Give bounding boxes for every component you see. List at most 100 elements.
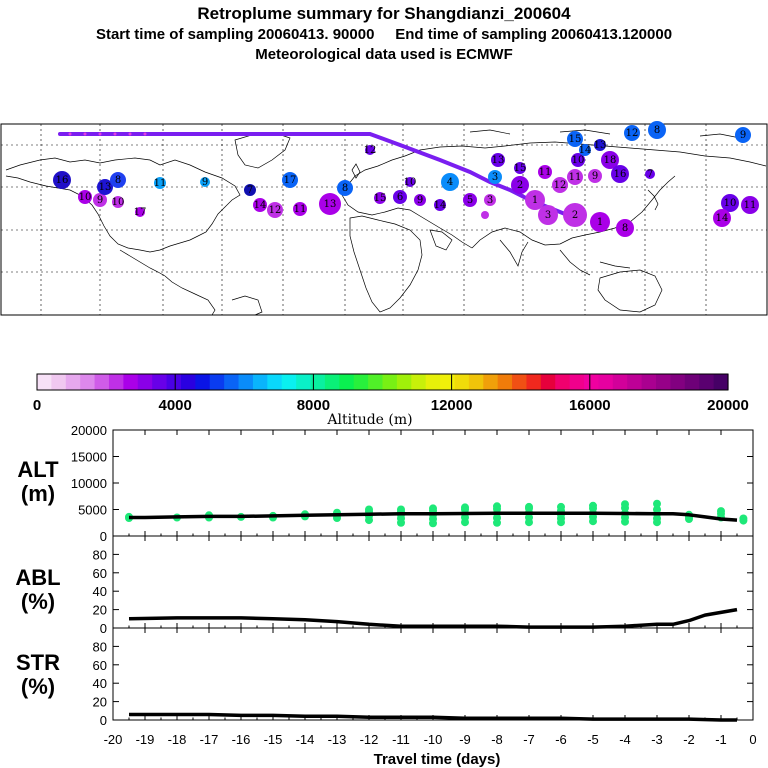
plume-cluster-marker xyxy=(319,193,341,215)
coastlines xyxy=(5,129,767,316)
plume-cluster-label: 11 xyxy=(294,204,307,215)
plume-cluster-label: 10 xyxy=(404,177,417,188)
str-line xyxy=(129,712,737,722)
plume-cluster-marker xyxy=(434,199,446,211)
plume-cluster-label: 15 xyxy=(514,163,527,174)
plume-cluster-marker xyxy=(538,165,552,179)
plume-cluster-label: 13 xyxy=(324,199,337,210)
colorbar-cell xyxy=(396,374,412,390)
alt-spread-point xyxy=(557,502,565,511)
y-tick-label: 60 xyxy=(93,658,107,673)
plume-cluster-marker xyxy=(414,194,426,206)
alt-spread-point xyxy=(739,514,748,523)
plume-cluster-label: 8 xyxy=(115,175,121,186)
x-tick-label: -20 xyxy=(104,732,123,747)
colorbar-cell xyxy=(368,374,384,390)
plume-cluster-marker xyxy=(601,151,619,169)
plume-cluster-label: 2 xyxy=(572,210,578,221)
plume-cluster-label: 5 xyxy=(467,195,473,206)
plume-cluster-marker xyxy=(567,131,583,147)
plume-cluster-marker xyxy=(735,127,751,143)
alt-y-ticks: 20000 15000 10000 5000 0 xyxy=(71,423,753,544)
colorbar-cell xyxy=(684,374,700,390)
str-unit: (%) xyxy=(21,674,55,699)
colorbar-tick-label: 8000 xyxy=(297,397,330,414)
plume-cluster-label: 4 xyxy=(447,177,453,188)
colorbar-cell xyxy=(80,374,96,390)
plume-cluster-marker xyxy=(481,211,489,219)
colorbar-cell xyxy=(152,374,168,390)
plume-cluster-label: 8 xyxy=(342,183,348,194)
plume-cluster-marker xyxy=(267,202,283,218)
x-tick-label: -2 xyxy=(683,732,695,747)
x-tick-label: -12 xyxy=(360,732,379,747)
plume-cluster-marker xyxy=(567,169,583,185)
colorbar-cell xyxy=(656,374,672,390)
plume-cluster-marker xyxy=(374,192,386,204)
y-tick-label: 20000 xyxy=(71,423,107,438)
colorbar-tick-label: 4000 xyxy=(159,397,192,414)
colorbar-cell xyxy=(411,374,427,390)
colorbar-cell xyxy=(382,374,398,390)
plume-cluster-marker xyxy=(365,145,375,155)
abl-line xyxy=(128,607,738,629)
colorbar-cell xyxy=(65,374,81,390)
colorbar-cell xyxy=(281,374,297,390)
plume-cluster-label: 18 xyxy=(604,155,617,166)
colorbar-cell xyxy=(51,374,67,390)
colorbar-cell xyxy=(180,374,196,390)
plume-cluster-label: 13 xyxy=(99,182,112,193)
plume-cluster-label: 15 xyxy=(569,134,582,145)
plume-cluster-label: 14 xyxy=(254,200,267,211)
plume-cluster-marker xyxy=(624,125,640,141)
x-tick-label: -7 xyxy=(523,732,535,747)
colorbar-cell xyxy=(468,374,484,390)
colorbar-cells xyxy=(37,374,729,390)
abl-frame xyxy=(112,535,754,629)
colorbar-cell xyxy=(584,374,600,390)
str-panel: STR (%) 80 60 40 20 0 xyxy=(16,627,754,728)
track-dot xyxy=(83,132,87,136)
colorbar-cell xyxy=(497,374,513,390)
plume-cluster-label: 2 xyxy=(517,180,523,191)
x-tick-label: -17 xyxy=(200,732,219,747)
colorbar-cell xyxy=(440,374,456,390)
plume-cluster-label: 10 xyxy=(724,198,737,209)
x-tick-label: -4 xyxy=(619,732,631,747)
plume-cluster-marker xyxy=(611,165,629,183)
colorbar-cell xyxy=(267,374,283,390)
colorbar-cell xyxy=(224,374,240,390)
y-tick-label: 40 xyxy=(93,584,107,599)
colorbar-cell xyxy=(598,374,614,390)
x-tick-label: -8 xyxy=(491,732,503,747)
plume-cluster-marker xyxy=(488,170,502,184)
plume-cluster-label: 9 xyxy=(97,195,103,206)
colorbar-cell xyxy=(94,374,110,390)
alt-median-line xyxy=(129,511,738,522)
colorbar-cell xyxy=(425,374,441,390)
plume-cluster-marker xyxy=(110,172,126,188)
x-tick-labels: -20 -19 -18 -17 -16 -15 -14 -13 -12 -11 -10 -9 -8 -7-… xyxy=(104,732,757,747)
alt-spread-point xyxy=(365,505,373,514)
colorbar-cell xyxy=(108,374,124,390)
plume-cluster-label: 15 xyxy=(374,193,387,204)
plume-cluster-marker xyxy=(525,190,545,210)
colorbar-cell xyxy=(324,374,340,390)
plume-cluster-marker xyxy=(538,205,558,225)
abl-unit: (%) xyxy=(21,589,55,614)
plume-cluster-label: 14 xyxy=(434,200,447,211)
x-tick-label: -14 xyxy=(296,732,315,747)
abl-x-ticks xyxy=(112,536,754,628)
plume-cluster-label: 11 xyxy=(744,200,757,211)
colorbar-cell xyxy=(37,374,52,390)
plume-cluster-marker xyxy=(463,193,477,207)
plume-cluster-label: 9 xyxy=(417,195,423,206)
plume-cluster-marker xyxy=(491,153,505,167)
alt-spread-point xyxy=(653,499,661,508)
plume-cluster-marker xyxy=(511,176,529,194)
colorbar-tick-label: 16000 xyxy=(569,397,611,414)
str-label: STR xyxy=(16,650,60,675)
x-tick-label: -6 xyxy=(555,732,567,747)
